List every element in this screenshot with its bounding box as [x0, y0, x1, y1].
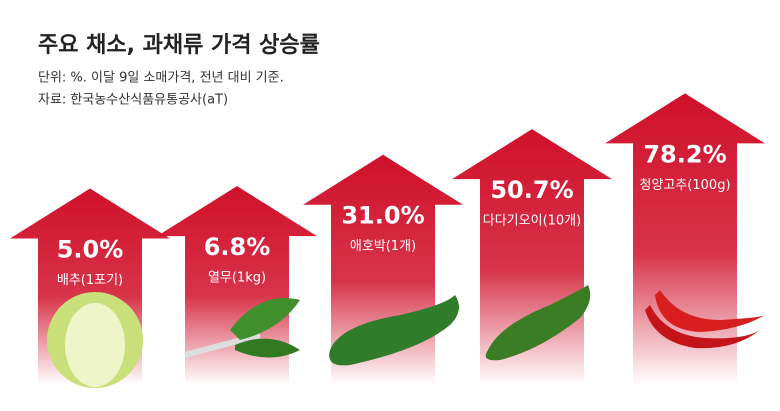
category-label: 애호박(1개): [350, 239, 416, 254]
arrow: [157, 186, 317, 385]
value-label: 6.8%: [204, 233, 271, 261]
radish-leaf: [230, 298, 300, 340]
category-label: 배추(1포기): [57, 273, 123, 288]
value-label: 31.0%: [341, 202, 424, 230]
chart-title: 주요 채소, 과채류 가격 상승률: [38, 33, 320, 58]
source: 자료: 한국농수산식품유통공사(aT): [38, 93, 228, 108]
cucumber: [485, 285, 591, 361]
subtitle: 단위: %. 이달 9일 소매가격, 전년 대비 기준.: [38, 71, 284, 86]
vegetables: [47, 285, 765, 388]
value-label: 78.2%: [643, 140, 726, 168]
value-label: 5.0%: [57, 236, 124, 264]
pepper: [645, 305, 760, 349]
radish-stem: [184, 332, 261, 358]
cabbage-core: [65, 303, 125, 387]
category-label: 다다기오이(10개): [483, 214, 581, 229]
category-label: 청양고추(100g): [639, 178, 730, 193]
arrow: [605, 93, 765, 385]
pepper: [655, 290, 765, 332]
category-label: 열무(1kg): [208, 271, 266, 286]
radish-leaf: [235, 338, 300, 358]
zucchini: [329, 295, 459, 366]
value-label: 50.7%: [490, 176, 573, 204]
